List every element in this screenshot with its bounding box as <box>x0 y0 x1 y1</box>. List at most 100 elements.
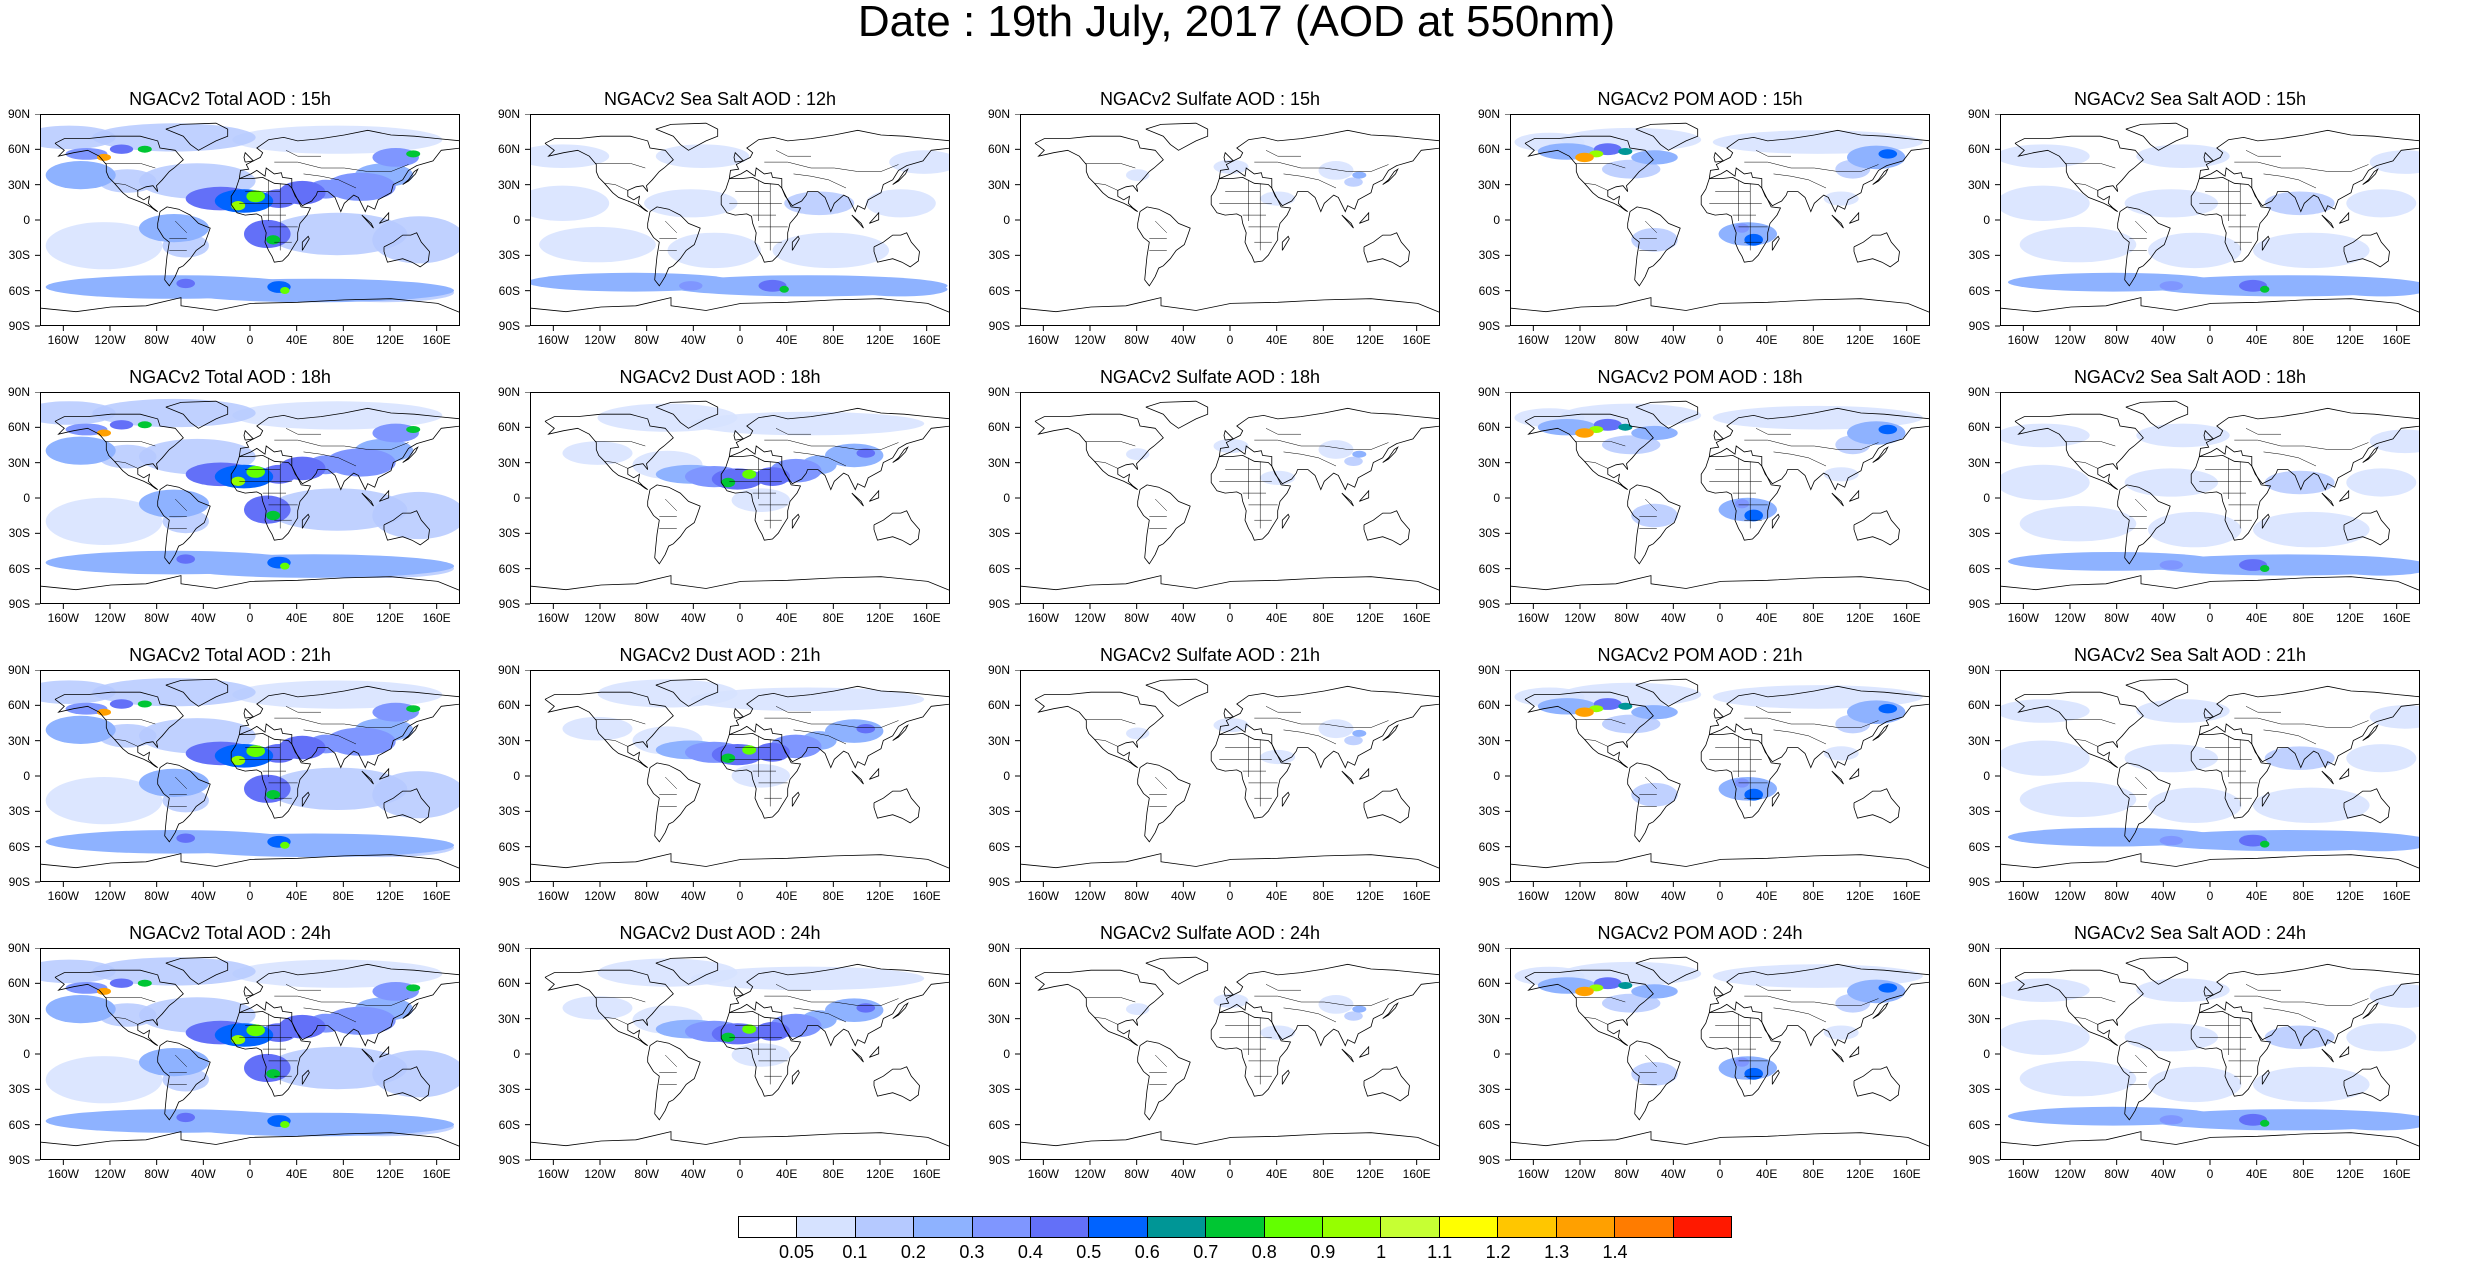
lon-tick-label: 160W <box>47 611 79 625</box>
aod-field-patch <box>2334 1116 2419 1131</box>
lat-tick-label: 60N <box>1967 698 1990 713</box>
lon-tick-label: 120W <box>1564 333 1596 347</box>
aod-field-patch <box>2159 281 2183 291</box>
lon-tick-label: 40W <box>1660 1167 1686 1181</box>
coastline <box>54 691 184 768</box>
lon-tick-label: 120E <box>375 889 405 903</box>
lon-tick-label: 120W <box>1074 611 1106 625</box>
lat-tick-label: 90S <box>988 319 1010 333</box>
aod-field-patch <box>1318 440 1354 459</box>
map-panel: NGACv2 Total AOD : 24h 90N 60N 30N 0 30S 60S 90… <box>0 924 460 1180</box>
aod-field-patch <box>1823 467 1859 482</box>
lon-tick-label: 0 <box>2206 611 2214 625</box>
lat-tick-label: 30S <box>498 804 520 819</box>
lon-tick-label: 120E <box>375 611 405 625</box>
aod-field-patch <box>246 190 265 203</box>
coastline <box>869 211 880 224</box>
coastline <box>1849 1045 1860 1058</box>
lon-tick-label: 120W <box>1074 333 1106 347</box>
lat-tick-label: 60N <box>1967 976 1990 991</box>
axis-ticks <box>1995 670 2398 887</box>
lat-tick-label: 30N <box>497 733 520 748</box>
lat-tick-label: 30S <box>498 526 520 541</box>
lon-tick-label: 160E <box>2382 889 2411 903</box>
antarctica-coastline <box>1511 853 1929 869</box>
axis-ticks <box>1015 948 1418 1165</box>
lon-tick-label: 40E <box>2245 889 2268 903</box>
coastline <box>383 1066 430 1102</box>
aod-field-patch <box>2001 464 2090 501</box>
lat-tick-label: 60S <box>498 1117 520 1132</box>
aod-field-patch <box>232 959 443 988</box>
country-border <box>1584 183 1608 191</box>
country-border <box>1283 451 1337 467</box>
coastline <box>1281 1069 1290 1085</box>
lat-tick-label: 30N <box>987 455 1010 470</box>
aod-field-patch <box>65 702 108 715</box>
aod-field-patch <box>784 191 855 216</box>
country-border <box>285 150 321 157</box>
map-frame <box>530 948 950 1160</box>
colorbar-label: 0.6 <box>1134 1242 1160 1262</box>
aod-field-patch <box>2239 1113 2267 1126</box>
aod-field-patch <box>1561 682 1702 707</box>
coastline <box>243 151 255 163</box>
coastline <box>1363 1066 1410 1102</box>
country-border <box>1575 163 1626 169</box>
antarctica-coastline <box>1021 1131 1439 1147</box>
country-border <box>2263 1007 2317 1023</box>
axis-ticks <box>525 670 928 887</box>
lat-tick-label: 90N <box>497 663 520 677</box>
coastline <box>2343 232 2390 268</box>
aod-field-patch <box>246 745 265 757</box>
coastline <box>402 168 419 185</box>
lat-tick-label: 90N <box>1967 107 1990 121</box>
lon-tick-label: 80W <box>634 1167 659 1181</box>
lat-tick-label: 30N <box>987 177 1010 192</box>
coastline <box>2125 122 2189 151</box>
lat-tick-label: 90S <box>1968 1153 1990 1167</box>
lat-tick-label: 60N <box>1477 420 1500 435</box>
coastline <box>1635 400 1699 429</box>
map-panel: NGACv2 Sea Salt AOD : 24h 90N 60N 30N 0 30S 60… <box>1960 924 2420 1180</box>
colorbar-label: 1.2 <box>1485 1242 1511 1262</box>
coastline <box>2014 969 2144 1046</box>
colorbar-label: 1.3 <box>1544 1242 1570 1262</box>
lat-tick-label: 90N <box>7 663 30 677</box>
aod-field-patch <box>1352 729 1367 737</box>
coastline <box>655 122 719 151</box>
country-border <box>793 729 847 745</box>
panel-title: NGACv2 Sea Salt AOD : 18h <box>2073 367 2307 387</box>
axis-ticks <box>1015 114 1418 331</box>
lat-tick-label: 0 <box>23 1047 30 1061</box>
lat-tick-label: 60S <box>498 839 520 854</box>
lat-tick-label: 30S <box>1478 1082 1500 1097</box>
country-border <box>175 498 187 511</box>
lat-tick-label: 30N <box>7 455 30 470</box>
lon-tick-label: 80E <box>822 1167 844 1181</box>
lat-tick-label: 90N <box>987 385 1010 399</box>
coastline <box>2343 1066 2390 1102</box>
aod-field-patch <box>1344 177 1363 187</box>
lon-tick-label: 80E <box>1312 889 1334 903</box>
lon-tick-label: 160E <box>1892 333 1921 347</box>
coastline <box>869 767 880 780</box>
coastline <box>647 206 701 287</box>
lat-tick-label: 60N <box>497 420 520 435</box>
country-border <box>2234 717 2369 728</box>
aod-field-patch <box>531 144 610 168</box>
aod-field-patch <box>1575 152 1594 163</box>
coastline <box>1627 484 1681 565</box>
lat-tick-label: 90S <box>498 597 520 611</box>
aod-map <box>1021 956 1439 1147</box>
aod-field-patch <box>531 185 610 221</box>
coastline <box>238 407 459 491</box>
lon-tick-label: 120E <box>1355 1167 1385 1181</box>
coastline <box>1382 446 1399 463</box>
lat-tick-label: 90S <box>1968 319 1990 333</box>
country-border <box>1085 719 1136 725</box>
aod-map <box>2001 678 2419 869</box>
lon-tick-label: 80E <box>2292 611 2314 625</box>
aod-field-patch <box>372 1050 459 1098</box>
aod-field-patch <box>2019 1060 2137 1097</box>
